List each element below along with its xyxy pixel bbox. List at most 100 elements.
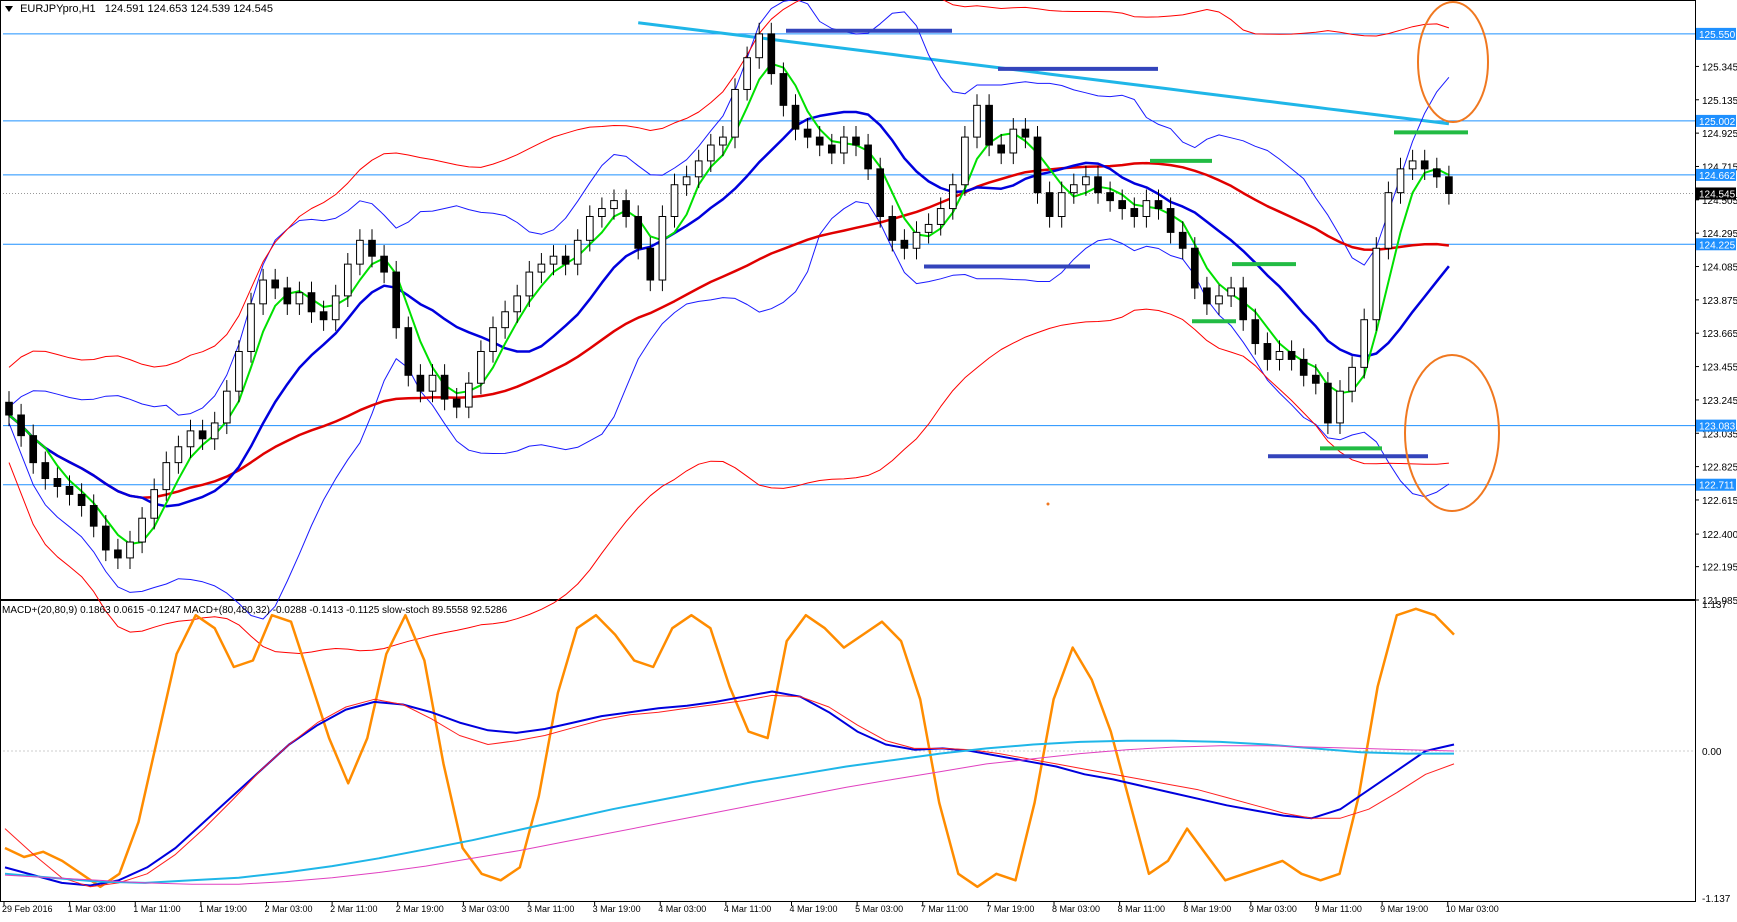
candle-body[interactable] <box>53 478 62 487</box>
candle-body[interactable] <box>1251 319 1260 345</box>
candle-body[interactable] <box>259 279 267 305</box>
candle-body[interactable] <box>1299 358 1308 376</box>
candle-body[interactable] <box>973 104 981 138</box>
candle-body[interactable] <box>525 271 534 297</box>
annotation-ellipse-lower[interactable] <box>1404 354 1500 512</box>
candle-body[interactable] <box>682 176 691 186</box>
candle-body[interactable] <box>343 263 352 297</box>
candle-body[interactable] <box>1203 287 1211 305</box>
candle-body[interactable] <box>961 136 969 186</box>
candle-body[interactable] <box>936 208 945 225</box>
candle-body[interactable] <box>1154 200 1163 210</box>
candle-body[interactable] <box>174 446 183 464</box>
candle-body[interactable] <box>1311 374 1320 384</box>
candle-body[interactable] <box>1178 231 1187 249</box>
candle-body[interactable] <box>392 271 401 329</box>
candle-body[interactable] <box>1287 350 1296 360</box>
candle-body[interactable] <box>876 168 885 217</box>
candle-body[interactable] <box>428 374 437 392</box>
candle-body[interactable] <box>271 279 280 289</box>
candle-body[interactable] <box>948 184 957 210</box>
candle-body[interactable] <box>1057 192 1066 217</box>
candle-body[interactable] <box>803 128 812 138</box>
candle-body[interactable] <box>864 144 872 170</box>
candle-body[interactable] <box>65 485 74 495</box>
candle-body[interactable] <box>126 541 134 559</box>
candle-body[interactable] <box>162 462 171 491</box>
candle-body[interactable] <box>912 231 921 249</box>
candle-body[interactable] <box>452 398 461 408</box>
candle-body[interactable] <box>368 239 376 257</box>
candle-body[interactable] <box>380 255 388 273</box>
candle-body[interactable] <box>1166 208 1175 233</box>
candle-body[interactable] <box>610 200 618 210</box>
candle-body[interactable] <box>222 390 231 424</box>
candle-body[interactable] <box>501 311 509 329</box>
candle-body[interactable] <box>1275 350 1284 360</box>
candle-body[interactable] <box>670 184 679 217</box>
candle-body[interactable] <box>77 493 86 507</box>
candle-body[interactable] <box>755 33 764 59</box>
candle-body[interactable] <box>573 239 582 265</box>
candle-body[interactable] <box>1420 160 1429 170</box>
candle-body[interactable] <box>827 144 836 154</box>
candle-body[interactable] <box>1396 168 1405 194</box>
candle-body[interactable] <box>658 215 667 281</box>
candle-body[interactable] <box>1324 382 1332 424</box>
candle-body[interactable] <box>1445 176 1453 194</box>
candle-body[interactable] <box>1130 208 1139 217</box>
candle-body[interactable] <box>900 239 909 249</box>
candle-body[interactable] <box>295 292 304 305</box>
candle-body[interactable] <box>41 462 50 480</box>
candle-body[interactable] <box>29 435 38 464</box>
candle-body[interactable] <box>1384 192 1393 249</box>
candle-body[interactable] <box>114 549 122 559</box>
candle-body[interactable] <box>89 505 98 527</box>
candle-body[interactable] <box>356 239 364 265</box>
candle-body[interactable] <box>1227 287 1235 297</box>
candle-body[interactable] <box>888 215 897 241</box>
candle-body[interactable] <box>815 136 824 146</box>
candle-body[interactable] <box>404 327 413 376</box>
candle-body[interactable] <box>1106 192 1114 202</box>
candle-body[interactable] <box>1408 160 1417 170</box>
candle-body[interactable] <box>1372 247 1381 321</box>
candle-body[interactable] <box>1263 343 1272 360</box>
candle-body[interactable] <box>150 489 159 519</box>
candle-body[interactable] <box>1336 390 1344 424</box>
candle-body[interactable] <box>646 247 655 281</box>
candle-body[interactable] <box>767 33 776 75</box>
candle-body[interactable] <box>247 303 255 352</box>
candle-body[interactable] <box>319 311 328 321</box>
candle-body[interactable] <box>1239 287 1248 321</box>
candle-body[interactable] <box>694 160 703 178</box>
candle-body[interactable] <box>1348 366 1356 392</box>
candle-body[interactable] <box>852 136 860 146</box>
candle-body[interactable] <box>489 327 497 352</box>
candle-body[interactable] <box>186 430 195 448</box>
candle-body[interactable] <box>235 350 243 392</box>
candle-body[interactable] <box>1021 128 1030 138</box>
candle-body[interactable] <box>743 57 751 90</box>
candle-body[interactable] <box>513 295 522 313</box>
dropdown-arrow-icon[interactable] <box>5 5 13 12</box>
candle-body[interactable] <box>101 525 110 551</box>
candle-body[interactable] <box>1082 176 1090 186</box>
candle-body[interactable] <box>416 374 425 392</box>
candle-body[interactable] <box>634 215 643 249</box>
candle-body[interactable] <box>537 263 546 273</box>
candle-body[interactable] <box>331 295 340 321</box>
candle-body[interactable] <box>561 255 570 265</box>
candle-body[interactable] <box>477 350 485 384</box>
candle-body[interactable] <box>17 414 25 437</box>
candle-body[interactable] <box>307 292 316 313</box>
candle-body[interactable] <box>1069 184 1078 194</box>
candle-body[interactable] <box>1432 168 1441 178</box>
candle-body[interactable] <box>1094 176 1102 194</box>
candle-body[interactable] <box>1118 200 1127 210</box>
candle-body[interactable] <box>719 136 727 146</box>
candle-body[interactable] <box>1033 136 1042 194</box>
candle-body[interactable] <box>5 401 13 416</box>
annotation-ellipse-upper[interactable] <box>1417 1 1489 123</box>
